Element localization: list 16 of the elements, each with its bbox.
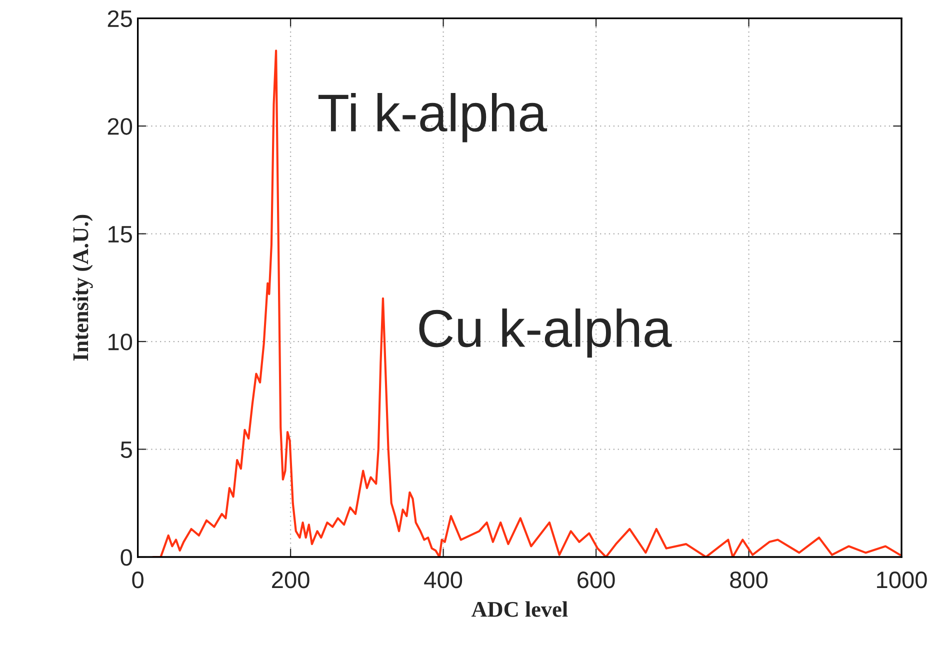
annotation: Ti k-alpha [318, 92, 548, 142]
x-tick-label: 200 [272, 572, 310, 588]
y-tick-label: 5 [120, 442, 132, 458]
x-tick-label: 0 [132, 572, 144, 588]
x-tick-label: 400 [424, 572, 462, 588]
y-axis-title: Intensity (A.U.) [72, 214, 93, 361]
x-tick-label: 800 [730, 572, 768, 588]
annotation: Cu k-alpha [419, 308, 672, 358]
y-tick-label: 25 [108, 10, 132, 28]
y-tick-label: 10 [108, 334, 132, 350]
y-tick-label: 15 [108, 226, 132, 243]
x-tick-label: 600 [578, 572, 615, 588]
y-tick-label: 0 [120, 549, 132, 566]
y-tick-label: 20 [108, 118, 132, 135]
x-tick-label: 1000 [877, 572, 927, 588]
x-axis-title: ADC level [471, 601, 568, 617]
